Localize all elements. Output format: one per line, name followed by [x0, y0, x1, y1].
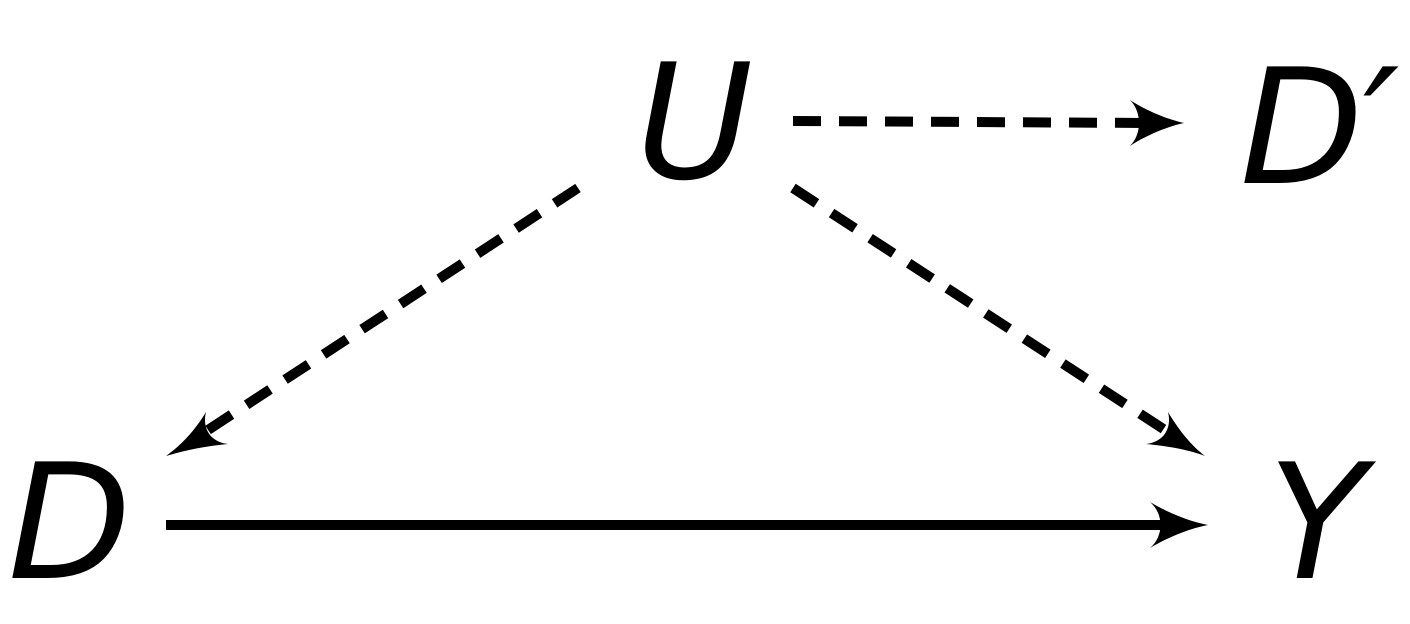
edge-u-to-d [166, 183, 581, 456]
edge-u-to-d-prime-line [792, 116, 1151, 128]
node-u: U [636, 29, 753, 216]
edge-u-to-d-line [205, 183, 581, 435]
edge-u-to-y-line [790, 183, 1168, 435]
edge-u-to-d-arrowhead [166, 412, 228, 456]
edge-u-to-d-prime [792, 100, 1184, 146]
node-d-prime: D′ [1240, 34, 1400, 221]
edge-d-to-y [166, 502, 1208, 548]
edge-u-to-d-prime-arrowhead [1130, 100, 1184, 146]
edge-u-to-y-arrowhead [1146, 412, 1205, 456]
node-d: D [8, 429, 131, 616]
edge-d-to-y-arrowhead [1150, 502, 1208, 548]
node-y: Y [1268, 429, 1377, 616]
edge-u-to-y [790, 183, 1205, 456]
